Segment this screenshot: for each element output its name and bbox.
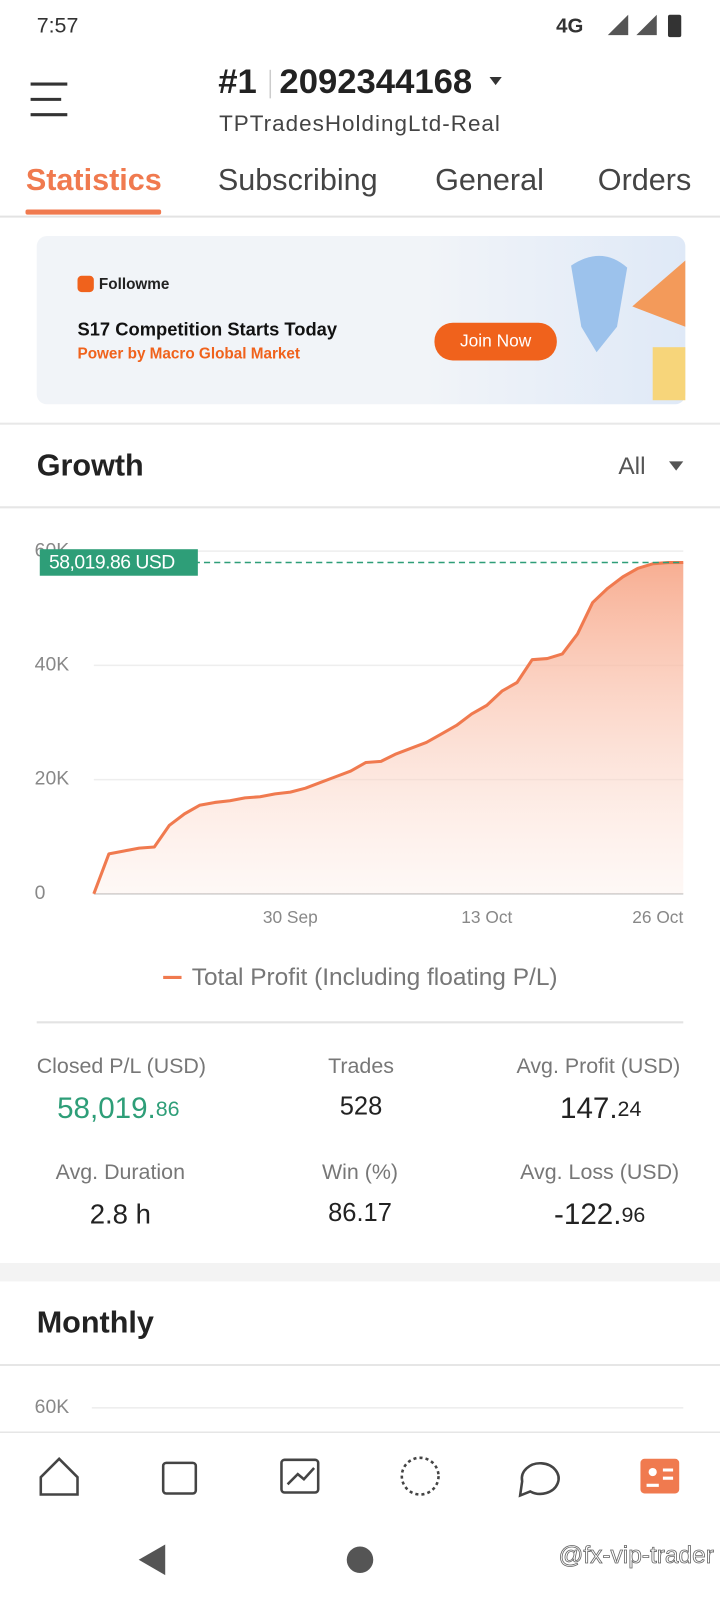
annotation: 58,019.86 USD bbox=[49, 552, 175, 574]
join-button[interactable]: Join Now bbox=[460, 331, 532, 351]
status-time: 7:57 bbox=[37, 14, 79, 38]
stat-value: 58,019.86 bbox=[57, 1092, 179, 1125]
tab[interactable]: Subscribing bbox=[218, 163, 378, 197]
broker: TPTradesHoldingLtd-Real bbox=[219, 111, 501, 136]
back-button[interactable] bbox=[138, 1544, 166, 1576]
section-title: Growth bbox=[37, 449, 144, 483]
y-tick-label: 0 bbox=[35, 882, 46, 904]
stat-label: Trades bbox=[328, 1054, 394, 1078]
nav-profile[interactable] bbox=[640, 1458, 680, 1494]
nav-home[interactable] bbox=[39, 1457, 79, 1496]
stat-label: Win (%) bbox=[322, 1160, 398, 1184]
stat-value: 2.8 h bbox=[90, 1198, 151, 1229]
dropdown-arrow bbox=[489, 76, 502, 86]
y-tick-label: 40K bbox=[35, 653, 70, 675]
banner[interactable]: Followme S17 Competition Starts Today Po… bbox=[36, 236, 686, 405]
filter[interactable]: All bbox=[618, 453, 645, 480]
section-title: Monthly bbox=[37, 1305, 154, 1339]
menu-button[interactable] bbox=[30, 82, 68, 117]
stat-label: Closed P/L (USD) bbox=[37, 1054, 206, 1078]
watermark: @fx-vip-trader bbox=[559, 1542, 714, 1569]
y-tick-label: 20K bbox=[35, 768, 70, 790]
stat-value: 86.17 bbox=[328, 1199, 392, 1227]
rank: #1 bbox=[218, 63, 257, 101]
home-button[interactable] bbox=[346, 1546, 374, 1574]
brand: Followme bbox=[99, 276, 169, 293]
banner-headline: S17 Competition Starts Today bbox=[78, 319, 338, 340]
divider bbox=[0, 422, 720, 425]
x-tick-label: 30 Sep bbox=[263, 907, 318, 927]
signal-icon bbox=[607, 14, 657, 36]
tab[interactable]: General bbox=[435, 163, 544, 197]
stat-value: -122.96 bbox=[554, 1198, 645, 1231]
dropdown-arrow bbox=[669, 461, 684, 471]
tab[interactable]: Statistics bbox=[26, 163, 162, 197]
line bbox=[92, 560, 684, 895]
nav-chat[interactable] bbox=[518, 1462, 560, 1498]
x-tick-label: 13 Oct bbox=[461, 907, 512, 927]
nav-explore[interactable] bbox=[400, 1456, 440, 1496]
stat-label: Avg. Duration bbox=[56, 1160, 185, 1184]
nav-copy[interactable] bbox=[161, 1461, 198, 1495]
stat-label: Avg. Loss (USD) bbox=[520, 1160, 679, 1184]
stat-value: 147.24 bbox=[560, 1092, 641, 1125]
stat-label: Avg. Profit (USD) bbox=[516, 1054, 680, 1078]
y-tick-label: 60K bbox=[35, 1396, 70, 1418]
battery-icon bbox=[667, 14, 682, 38]
status-network: 4G bbox=[556, 15, 583, 37]
account-number[interactable]: 2092344168 bbox=[279, 63, 472, 101]
section-gap bbox=[0, 1263, 720, 1282]
nav-chart[interactable] bbox=[280, 1458, 320, 1494]
legend-label: Total Profit (Including floating P/L) bbox=[192, 964, 558, 991]
annotation-box bbox=[39, 549, 198, 576]
bottom-nav bbox=[0, 1432, 720, 1600]
area bbox=[93, 562, 684, 894]
tab[interactable]: Orders bbox=[598, 163, 691, 197]
x-tick-label: 26 Oct bbox=[632, 907, 683, 927]
tab-indicator bbox=[25, 209, 162, 215]
stat-value: 528 bbox=[340, 1093, 383, 1121]
banner-subline: Power by Macro Global Market bbox=[78, 345, 301, 362]
